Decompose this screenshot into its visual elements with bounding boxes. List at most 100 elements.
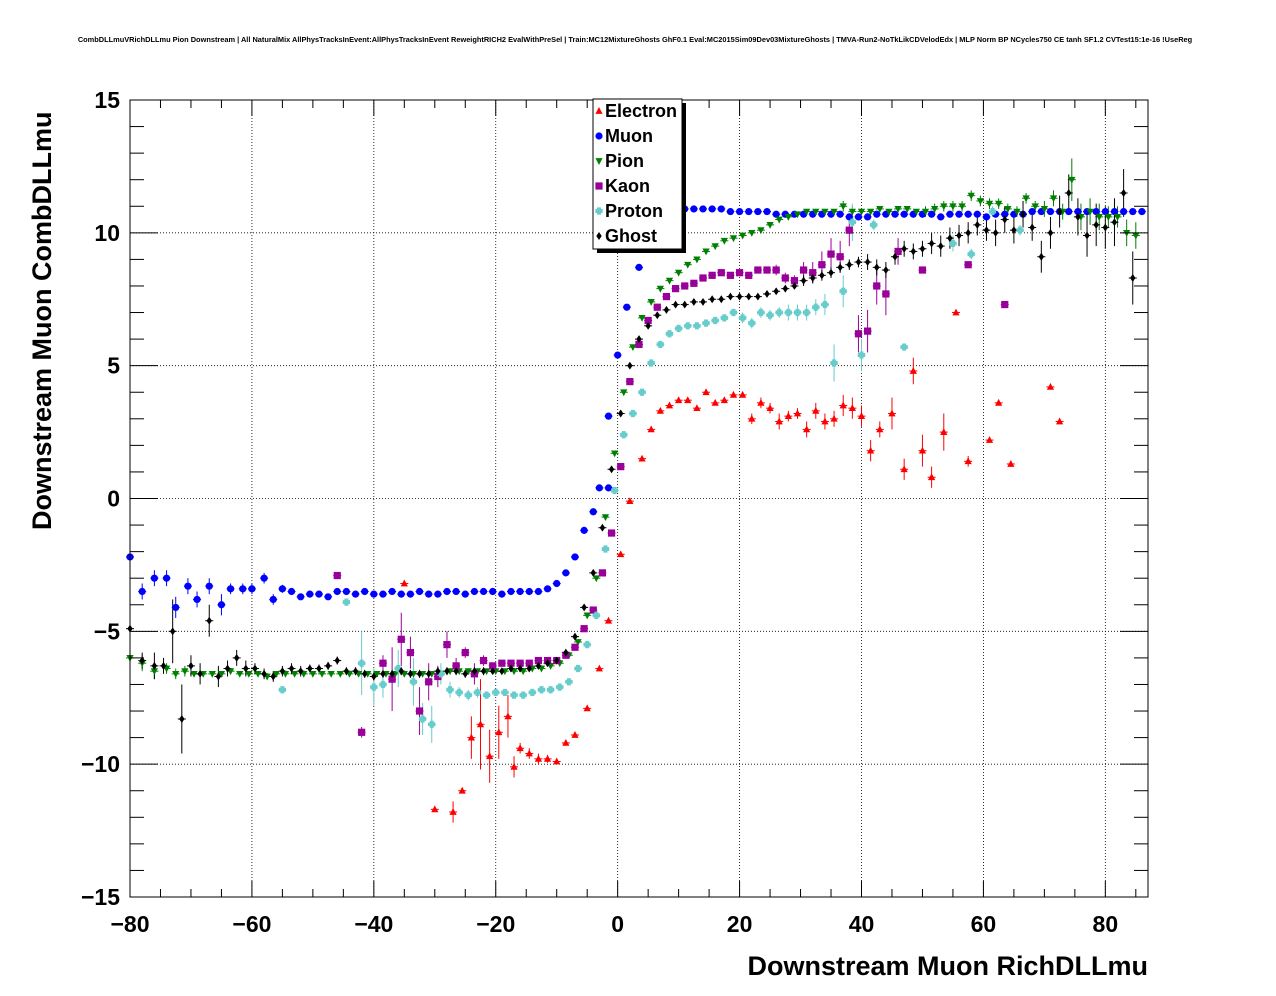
electron-point [857, 412, 866, 420]
electron-point [775, 417, 783, 425]
muon-point [415, 587, 424, 596]
ghost-point [755, 292, 761, 301]
ghost-point [389, 669, 395, 678]
electron-point [848, 404, 856, 412]
muon-point [604, 412, 613, 420]
kaon-point [726, 271, 735, 279]
kaon-point [790, 277, 799, 285]
x-tick-label: −60 [232, 911, 271, 937]
pion-point [757, 227, 765, 235]
proton-point [830, 359, 838, 367]
ghost-point [490, 667, 496, 676]
electron-point [604, 616, 613, 624]
electron-point [665, 401, 674, 409]
ghost-point [1020, 210, 1026, 219]
ghost-point [919, 244, 926, 253]
ghost-point [380, 669, 386, 678]
kaon-point [516, 659, 524, 667]
kaon-point [918, 266, 927, 274]
electron-point [830, 414, 838, 422]
proton-point [812, 303, 820, 311]
proton-point [720, 314, 728, 322]
pion-point [693, 256, 701, 264]
muon-point [1110, 207, 1119, 216]
electron-point [656, 406, 664, 414]
pion-point [272, 670, 280, 678]
ghost-point [974, 220, 981, 229]
proton-point [748, 319, 756, 327]
ghost-point [645, 321, 651, 330]
pion-point [912, 208, 920, 216]
electron-point [458, 786, 466, 794]
muon-point [623, 303, 631, 311]
ghost-point [151, 661, 158, 670]
ghost-point [398, 667, 404, 676]
pion-point [601, 514, 610, 522]
pion-point [150, 668, 158, 676]
ghost-point [517, 664, 523, 673]
x-axis: −80 −60 −40 −20 0 20 40 60 80 [110, 100, 1137, 937]
muon-point [562, 569, 570, 577]
ghost-point [444, 667, 450, 676]
ghost-point [1075, 212, 1081, 221]
ghost-point [544, 659, 551, 668]
electron-point [504, 712, 512, 720]
pion-point [958, 203, 966, 211]
proton-point [766, 311, 774, 319]
pion-point [812, 208, 820, 216]
proton-point [464, 691, 472, 699]
ghost-point [407, 669, 414, 678]
kaon-point [1001, 300, 1009, 309]
proton-point [473, 688, 482, 697]
ghost-point [1029, 223, 1035, 232]
proton-point [547, 686, 555, 694]
proton-point [492, 688, 500, 697]
kaon-point [735, 269, 744, 277]
pion-point [1031, 203, 1039, 211]
electron-point [985, 436, 994, 443]
ghost-point [983, 226, 990, 235]
y-tick-label: 5 [107, 353, 120, 379]
pion-point [684, 261, 692, 269]
muon-point [964, 210, 972, 218]
proton-point [803, 308, 811, 317]
kaon-point [873, 282, 881, 290]
pion-point [784, 214, 792, 221]
ghost-point [938, 242, 944, 251]
ghost-point [416, 669, 423, 678]
kaon-point [754, 266, 762, 274]
ghost-point [864, 258, 871, 267]
pion-point [940, 203, 948, 211]
muon-point [763, 207, 771, 216]
electron-point [927, 473, 936, 481]
electron-point [562, 738, 570, 746]
muon-point [863, 213, 872, 221]
kaon-point [406, 648, 415, 657]
electron-point [748, 414, 756, 422]
muon-point [1101, 207, 1109, 216]
ghost-point [727, 292, 734, 301]
y-tick-label: 10 [94, 220, 120, 246]
legend-marker-proton [595, 207, 603, 215]
muon-point [306, 590, 314, 598]
proton-point [784, 308, 792, 317]
electron-point [510, 762, 518, 770]
ghost-point [139, 656, 145, 665]
kaon-point [333, 571, 341, 580]
electron-point [476, 720, 485, 728]
electron-point [918, 446, 927, 454]
electron-point [1056, 417, 1064, 425]
muon-point [955, 210, 963, 218]
legend-label-pion: Pion [605, 151, 644, 171]
muon-point [315, 590, 323, 598]
muon-point [635, 263, 643, 271]
ghost-point [508, 664, 514, 673]
muon-point [434, 590, 442, 598]
pion-point [894, 206, 902, 213]
kaon-point [589, 606, 597, 614]
pion-point [675, 269, 683, 277]
electron-point [803, 425, 811, 433]
kaon-point [662, 292, 671, 301]
pion-point [711, 243, 719, 251]
